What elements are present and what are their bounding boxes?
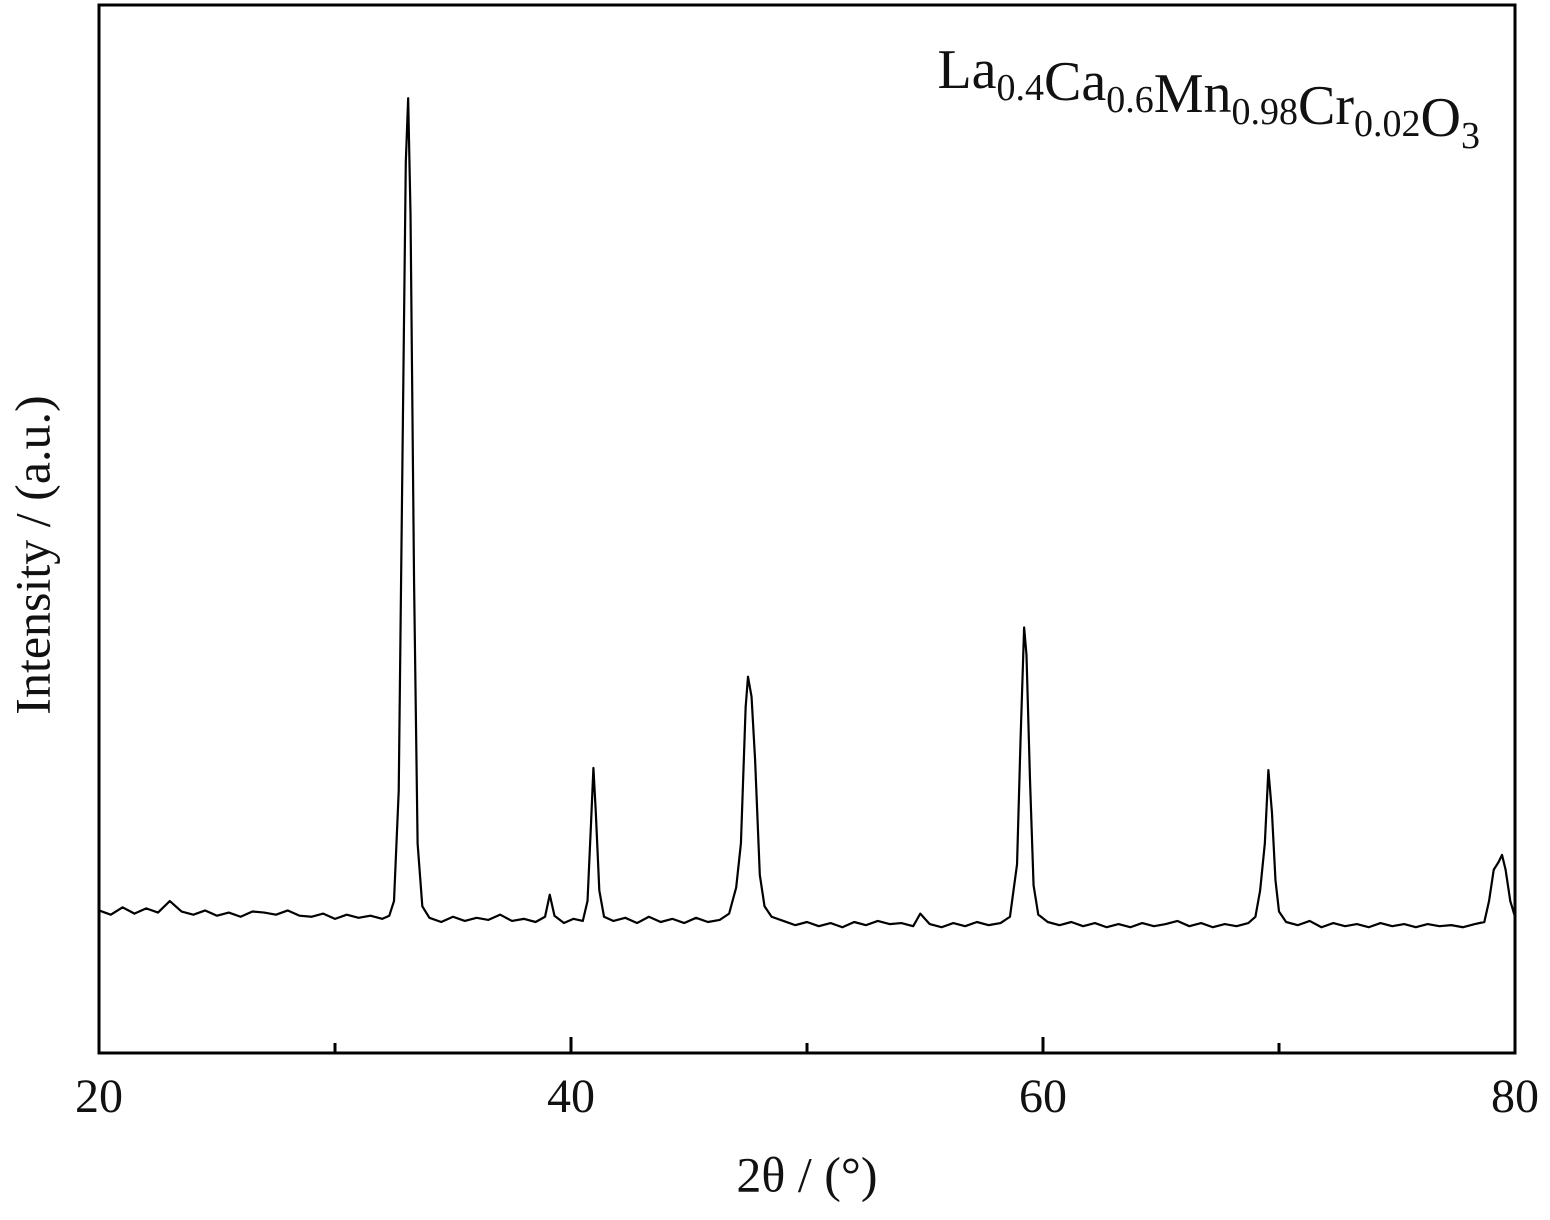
formula-element: Cr bbox=[1298, 75, 1354, 137]
formula-element: O bbox=[1421, 87, 1461, 149]
formula-element: Mn bbox=[1154, 63, 1232, 125]
formula-title: La0.4Ca0.6Mn0.98Cr0.02O3 bbox=[937, 39, 1480, 157]
x-tick-label: 80 bbox=[1491, 1070, 1539, 1123]
x-tick-label: 60 bbox=[1019, 1070, 1067, 1123]
formula-subscript: 0.98 bbox=[1232, 91, 1299, 133]
data-line bbox=[98, 97, 1517, 929]
y-axis-label: Intensity / (a.u.) bbox=[4, 395, 60, 714]
formula-subscript: 0.6 bbox=[1106, 79, 1154, 121]
formula-subscript: 0.4 bbox=[997, 67, 1045, 109]
formula-element: Ca bbox=[1044, 51, 1106, 113]
formula-subscript: 3 bbox=[1461, 115, 1480, 157]
plot-frame bbox=[97, 3, 1517, 1055]
x-tick-label: 40 bbox=[547, 1070, 595, 1123]
formula-subscript: 0.02 bbox=[1354, 103, 1421, 145]
x-axis-label: 2θ / (°) bbox=[736, 1146, 877, 1202]
formula-element: La bbox=[937, 39, 996, 101]
x-tick-label: 20 bbox=[75, 1070, 123, 1123]
